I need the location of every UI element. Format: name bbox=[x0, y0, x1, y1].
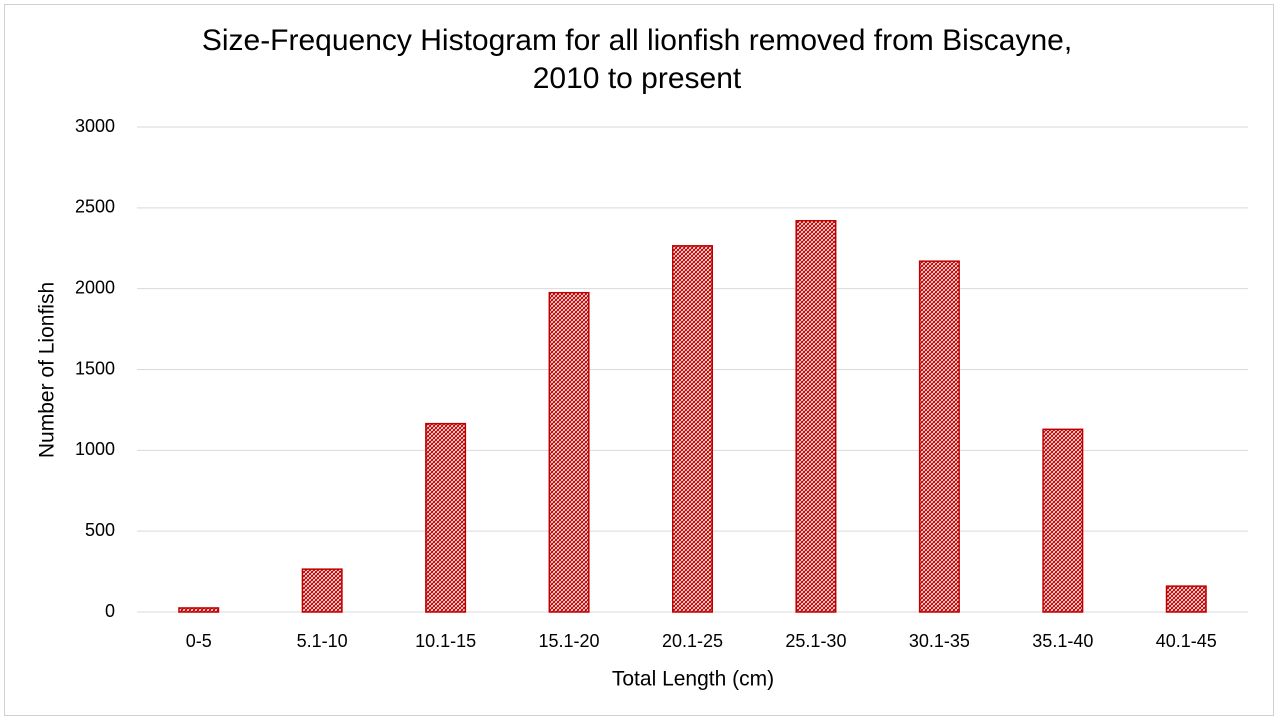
chart-title: 2010 to present bbox=[533, 62, 742, 95]
bar bbox=[178, 607, 220, 613]
bar bbox=[301, 568, 343, 613]
x-tick-label: 40.1-45 bbox=[1156, 631, 1217, 651]
y-tick-label: 1000 bbox=[75, 439, 115, 459]
y-tick-label: 3000 bbox=[75, 116, 115, 136]
x-tick-label: 10.1-15 bbox=[415, 631, 476, 651]
x-tick-label: 30.1-35 bbox=[909, 631, 970, 651]
x-tick-label: 5.1-10 bbox=[297, 631, 348, 651]
chart-title: Size-Frequency Histogram for all lionfis… bbox=[202, 24, 1072, 57]
x-tick-label: 25.1-30 bbox=[785, 631, 846, 651]
bar bbox=[918, 260, 960, 613]
x-tick-label: 35.1-40 bbox=[1032, 631, 1093, 651]
y-tick-label: 1500 bbox=[75, 358, 115, 378]
x-tick-label: 15.1-20 bbox=[539, 631, 600, 651]
bar bbox=[548, 291, 590, 613]
bar bbox=[671, 245, 714, 613]
x-axis-title: Total Length (cm) bbox=[612, 668, 774, 691]
bar bbox=[1042, 428, 1084, 613]
y-axis-title: Number of Lionfish bbox=[36, 282, 59, 458]
bar bbox=[425, 422, 467, 613]
y-tick-label: 2000 bbox=[75, 277, 115, 297]
x-tick-label: 0-5 bbox=[186, 631, 212, 651]
bar bbox=[1165, 585, 1207, 613]
y-tick-label: 0 bbox=[105, 601, 115, 621]
y-tick-label: 500 bbox=[85, 520, 115, 540]
y-tick-label: 2500 bbox=[75, 197, 115, 217]
bar bbox=[795, 220, 837, 613]
x-tick-label: 20.1-25 bbox=[662, 631, 723, 651]
